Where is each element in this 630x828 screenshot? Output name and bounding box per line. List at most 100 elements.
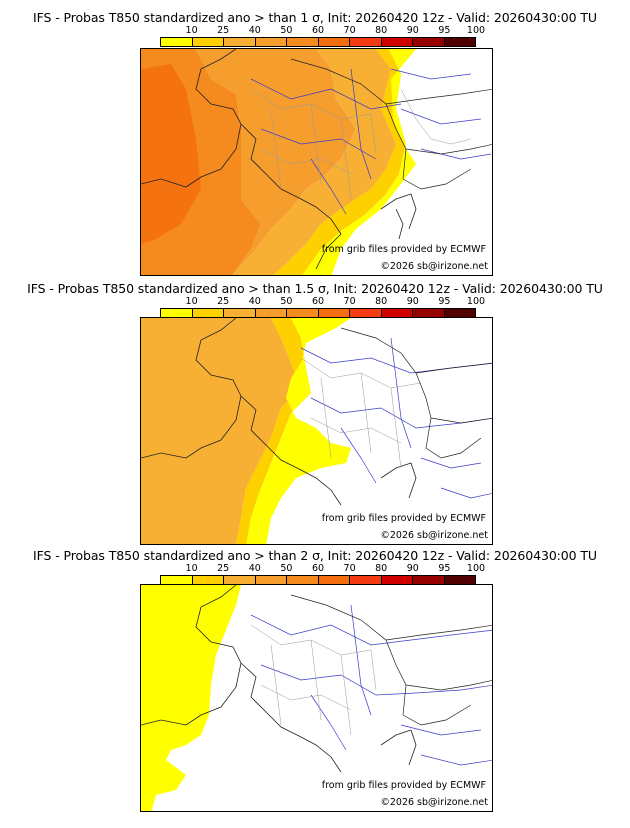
colorbar-swatch: [161, 309, 193, 317]
colorbar-swatch: [413, 309, 445, 317]
colorbar-swatch: [318, 309, 350, 317]
colorbar-swatch: [287, 38, 319, 46]
colorbar-swatch: [413, 38, 445, 46]
prob-area-10: [246, 318, 351, 544]
panel-title: IFS - Probas T850 standardized ano > tha…: [27, 281, 603, 296]
colorbar-tick-label: 90: [406, 25, 419, 36]
colorbar-swatch: [255, 576, 287, 584]
coastline: [141, 49, 417, 270]
copyright: ©2026 sb@irizone.net: [380, 797, 488, 808]
colorbar-swatch: [444, 576, 475, 584]
colorbar-swatch: [224, 38, 256, 46]
prob-area-40: [232, 49, 396, 275]
colorbar-swatch: [318, 576, 350, 584]
map-canvas: [141, 585, 492, 811]
colorbar-tick-label: 80: [375, 563, 388, 574]
colorbar-swatch: [255, 38, 287, 46]
colorbar-swatch: [350, 576, 382, 584]
colorbar-tick-label: 50: [280, 563, 293, 574]
panel-2: IFS - Probas T850 standardized ano > tha…: [0, 281, 630, 557]
admin-borders: [250, 88, 472, 200]
prob-area-70: [141, 64, 201, 244]
copyright: ©2026 sb@irizone.net: [380, 530, 488, 541]
admin-borders: [300, 357, 422, 469]
probability-map: from grib files provided by ECMWF ©2026 …: [140, 48, 493, 276]
colorbar-swatch: [350, 38, 382, 46]
colorbar-tick-label: 60: [311, 25, 325, 36]
probability-map: from grib files provided by ECMWF ©2026 …: [140, 317, 493, 545]
coastline: [141, 585, 417, 773]
map-canvas: [141, 318, 492, 544]
colorbar-swatches: [160, 37, 476, 47]
probability-map: from grib files provided by ECMWF ©2026 …: [140, 584, 493, 812]
prob-area-40: [141, 318, 301, 544]
rivers: [250, 68, 492, 215]
prob-area-10: [141, 585, 241, 811]
colorbar-swatch: [413, 576, 445, 584]
colorbar-labels: 10 25 40 50 60 70 80 90 95 100: [160, 25, 486, 36]
colorbar-tick-label: 50: [280, 296, 293, 307]
colorbar-swatch: [192, 576, 224, 584]
map-canvas: [141, 49, 492, 275]
colorbar-tick-label: 50: [280, 25, 293, 36]
copyright: ©2026 sb@irizone.net: [380, 261, 488, 272]
data-credit: from grib files provided by ECMWF: [321, 244, 486, 255]
colorbar-tick-label: 25: [217, 25, 230, 36]
colorbar-tick-label: 10: [185, 25, 198, 36]
prob-area-25: [273, 49, 406, 275]
colorbar-swatch: [192, 309, 224, 317]
colorbar-tick-label: 70: [343, 296, 356, 307]
colorbar-tick-label: 70: [343, 563, 356, 574]
colorbar-tick-label: 10: [185, 563, 198, 574]
country-borders: [290, 594, 492, 726]
colorbar-labels: 10 25 40 50 60 70 80 90 95 100: [160, 296, 486, 307]
colorbar-tick-label: 40: [248, 25, 261, 36]
colorbar-swatch: [255, 309, 287, 317]
colorbar-tick-label: 100: [466, 25, 486, 36]
colorbar-swatch: [161, 38, 193, 46]
colorbar: 10 25 40 50 60 70 80 90 95 100: [160, 25, 486, 50]
colorbar-tick-label: 70: [343, 25, 356, 36]
country-borders: [290, 58, 492, 190]
colorbar-swatch: [350, 309, 382, 317]
data-credit: from grib files provided by ECMWF: [321, 513, 486, 524]
colorbar-swatch: [224, 576, 256, 584]
panel-title: IFS - Probas T850 standardized ano > tha…: [33, 10, 597, 25]
colorbar-tick-label: 40: [248, 296, 261, 307]
colorbar-tick-label: 25: [217, 296, 230, 307]
data-credit: from grib files provided by ECMWF: [321, 780, 486, 791]
colorbar-swatch: [287, 576, 319, 584]
colorbar-tick-label: 95: [438, 25, 451, 36]
colorbar-swatch: [318, 38, 350, 46]
colorbar-swatch: [224, 309, 256, 317]
panel-1: IFS - Probas T850 standardized ano > tha…: [0, 10, 630, 286]
panel-title: IFS - Probas T850 standardized ano > tha…: [33, 548, 597, 563]
rivers: [300, 337, 492, 499]
colorbar-swatch: [192, 38, 224, 46]
colorbar-tick-label: 80: [375, 296, 388, 307]
colorbar-swatch: [287, 309, 319, 317]
colorbar-tick-label: 90: [406, 563, 419, 574]
prob-area-25: [236, 318, 311, 544]
rivers: [250, 604, 492, 766]
colorbar-swatch: [444, 309, 475, 317]
admin-borders: [250, 624, 377, 736]
colorbar-tick-label: 80: [375, 25, 388, 36]
colorbar-tick-label: 95: [438, 296, 451, 307]
colorbar-tick-label: 10: [185, 296, 198, 307]
colorbar-swatch: [444, 38, 475, 46]
colorbar-swatch: [161, 576, 193, 584]
panel-3: IFS - Probas T850 standardized ano > tha…: [0, 548, 630, 824]
colorbar-tick-label: 90: [406, 296, 419, 307]
colorbar-tick-label: 25: [217, 563, 230, 574]
colorbar-tick-label: 60: [311, 296, 325, 307]
colorbar-tick-label: 100: [466, 296, 486, 307]
colorbar-tick-label: 95: [438, 563, 451, 574]
colorbar-swatch: [381, 38, 413, 46]
coastline: [141, 318, 417, 506]
colorbar-labels: 10 25 40 50 60 70 80 90 95 100: [160, 563, 486, 574]
prob-area-50: [196, 49, 356, 275]
colorbar-tick-label: 40: [248, 563, 261, 574]
colorbar-tick-label: 60: [311, 563, 325, 574]
colorbar-swatch: [381, 576, 413, 584]
